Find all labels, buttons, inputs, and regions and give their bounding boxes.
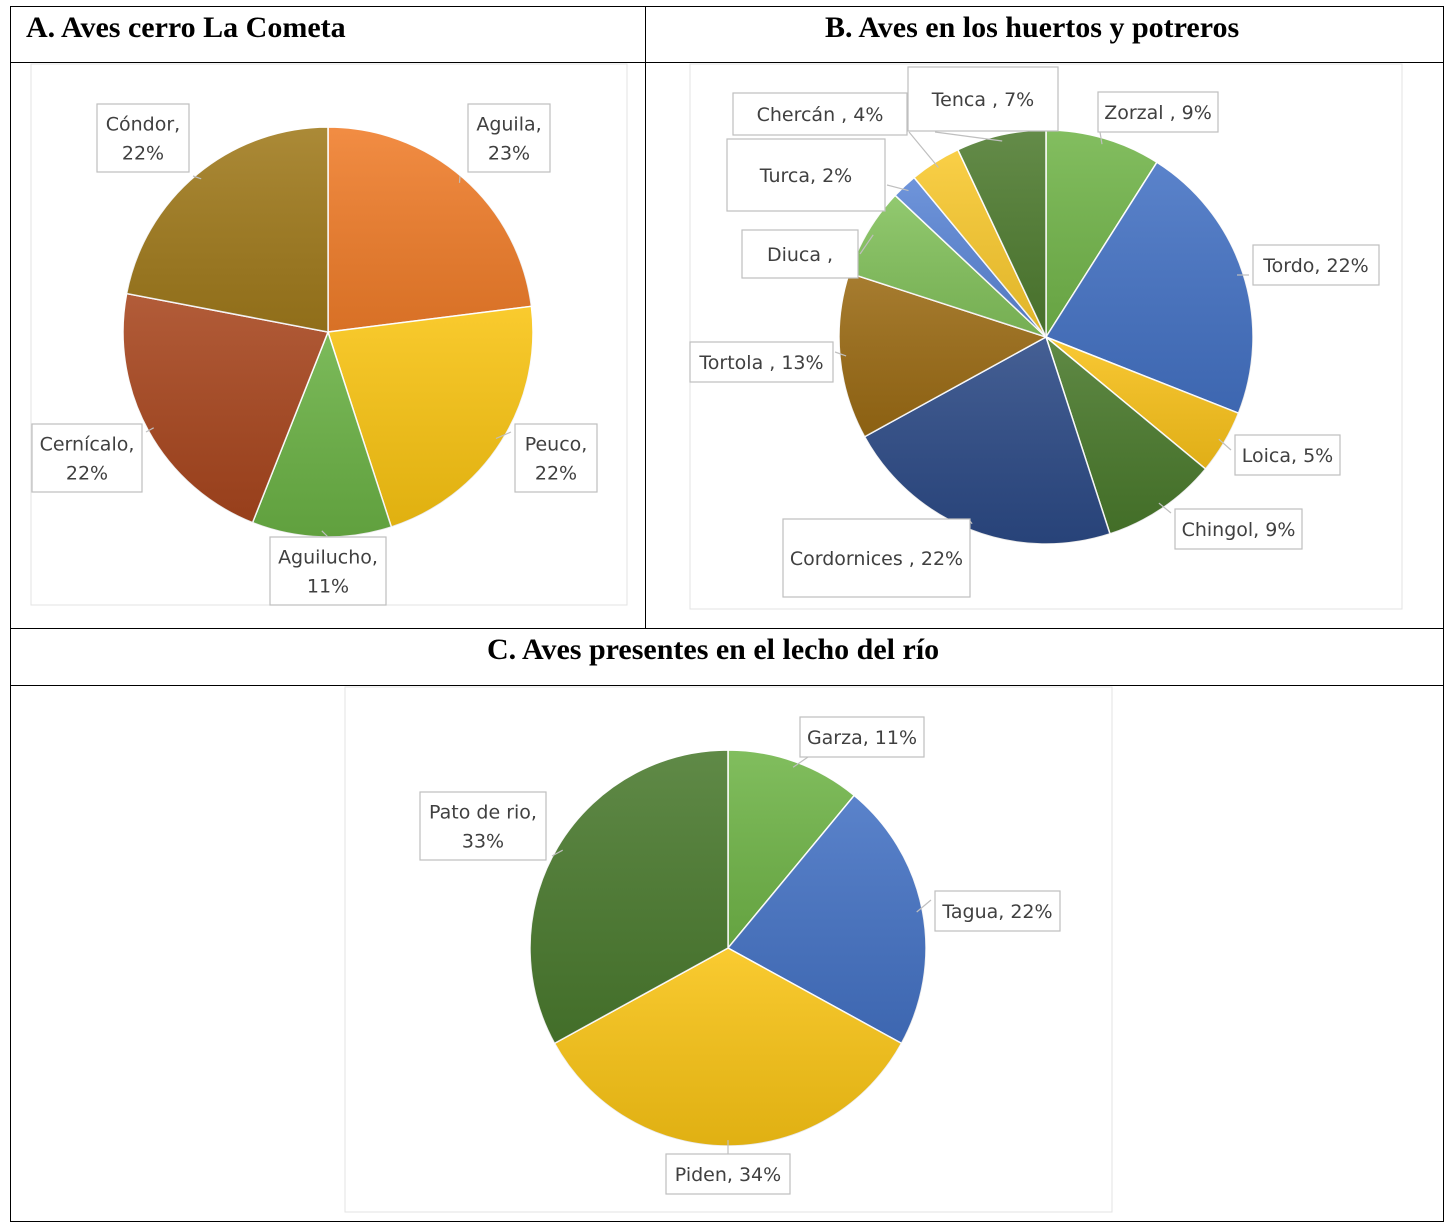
figure-table: A. Aves cerro La Cometa B. Aves en los h…	[10, 6, 1444, 1222]
leader-line-garza	[792, 756, 809, 768]
leader-line-peuco	[495, 431, 512, 440]
data-label-box-chercan	[732, 92, 908, 136]
data-label-box-tenca	[907, 66, 1059, 132]
leader-line-tagua	[916, 899, 932, 913]
leader-line-loica	[1218, 438, 1232, 451]
data-label-box-condor	[96, 103, 190, 173]
data-label-box-tagua	[934, 890, 1061, 932]
data-label-pato-de-rio: Pato de rio,	[429, 802, 537, 824]
data-label-piden: Piden, 34%	[675, 1164, 781, 1186]
data-label-box-tordo	[1252, 244, 1380, 286]
data-label-zorzal: Zorzal , 9%	[1104, 102, 1212, 124]
pie-slice-shade-tordo	[1046, 162, 1253, 414]
table-border-left	[10, 6, 11, 1222]
pie-slice-shade-cernicalo	[122, 293, 328, 523]
table-border-bottom	[10, 1221, 1444, 1222]
data-label-aguila: 23%	[488, 143, 530, 165]
data-label-cordornices: Cordornices , 22%	[790, 548, 963, 570]
data-label-condor: 22%	[122, 143, 164, 165]
data-label-box-diuca	[741, 229, 859, 279]
data-label-box-piden	[665, 1153, 791, 1195]
table-row-divider	[10, 62, 1444, 63]
panel-a-title: A. Aves cerro La Cometa	[26, 11, 346, 44]
data-label-aguila: Aguila,	[476, 114, 541, 136]
leader-line-condor	[192, 175, 202, 180]
data-label-aguilucho: 11%	[307, 576, 349, 598]
table-row-divider	[10, 685, 1444, 686]
data-label-box-peuco	[514, 423, 598, 493]
pie-slice-shade-peuco	[328, 306, 533, 527]
leader-line-chercan	[908, 131, 939, 168]
leader-line-cernicalo	[145, 427, 154, 433]
pie-slice-shade-loica	[1046, 337, 1239, 469]
data-label-box-cernicalo	[31, 423, 143, 493]
data-label-box-turca	[726, 138, 886, 212]
data-label-cernicalo: Cernícalo,	[40, 434, 135, 456]
pie-slice-shade-cordornices	[864, 337, 1110, 545]
data-label-box-pato-de-rio	[419, 791, 547, 861]
data-label-peuco: 22%	[535, 463, 577, 485]
data-label-box-cordornices	[782, 518, 971, 598]
pie-chart-b: Zorzal , 9% Tordo, 22% Loica, 5% Chingol, 9…	[689, 66, 1380, 598]
leader-line-zorzal	[1099, 131, 1103, 145]
pie-slice-shade-aguilucho	[252, 332, 392, 538]
data-label-box-aguilucho	[269, 536, 387, 606]
pie-slice-shade-zorzal	[1046, 129, 1157, 337]
data-label-aguilucho: Aguilucho,	[278, 547, 378, 569]
table-row-divider	[10, 628, 1444, 629]
pie-slice-shade-diuca	[849, 195, 1046, 337]
leader-line-tenca	[934, 131, 1003, 142]
table-border-right	[1443, 6, 1444, 1222]
data-label-condor: Cóndor,	[106, 114, 180, 136]
table-border-top	[10, 6, 1444, 7]
panel-b-title: B. Aves en los huertos y potreros	[825, 11, 1240, 44]
data-label-chingol: Chingol, 9%	[1182, 519, 1296, 541]
pie-slice-shade-aguila	[328, 127, 532, 332]
data-label-box-chingol	[1174, 508, 1303, 550]
data-label-garza: Garza, 11%	[807, 727, 917, 749]
pie-slice-shade-turca	[895, 177, 1046, 337]
data-label-tenca: Tenca , 7%	[931, 89, 1034, 111]
data-label-loica: Loica, 5%	[1242, 445, 1333, 467]
pie-chart-c: Garza, 11% Tagua, 22% Piden, 34% Pato de ri…	[419, 716, 1061, 1195]
pie-slice-shade-piden	[554, 948, 902, 1147]
pie-slice-shade-pato-de-rio	[529, 750, 728, 1044]
data-label-chercan: Chercán , 4%	[757, 104, 884, 126]
data-label-box-garza	[799, 716, 925, 758]
pie-slice-shade-chingol	[1046, 337, 1206, 534]
leader-line-turca	[886, 184, 909, 192]
data-label-cernicalo: 22%	[66, 463, 108, 485]
data-label-peuco: Peuco,	[525, 434, 588, 456]
pie-slice-shade-tortola	[838, 273, 1046, 437]
pie-slice-shade-tagua	[728, 795, 927, 1044]
data-label-tordo: Tordo, 22%	[1262, 255, 1368, 277]
data-label-box-loica	[1234, 434, 1341, 476]
data-label-pato-de-rio: 33%	[462, 831, 504, 853]
leader-line-diuca	[859, 234, 874, 255]
data-label-tortola: Tortola , 13%	[698, 352, 823, 374]
data-label-turca: Turca, 2%	[759, 165, 852, 187]
leader-line-tortola	[834, 351, 847, 357]
pie-slice-shade-tenca	[957, 130, 1046, 337]
data-label-diuca: Diuca ,	[767, 244, 833, 266]
leader-line-chingol	[1158, 502, 1172, 514]
pie-slice-shade-condor	[126, 127, 328, 332]
data-label-box-aguila	[467, 103, 551, 173]
pie-chart-a: Aguila, 23% Peuco, 22% Aguilucho, 11% Cernícal…	[31, 103, 598, 606]
pie-slice-shade-garza	[728, 750, 855, 948]
data-label-tagua: Tagua, 22%	[941, 901, 1052, 923]
leader-line-pato-de-rio	[551, 849, 563, 857]
panel-c-title: C. Aves presentes en el lecho del río	[487, 633, 940, 666]
table-column-divider	[645, 6, 646, 629]
leader-line-aguilucho	[321, 530, 329, 538]
data-label-box-tortola	[689, 341, 834, 383]
data-label-box-zorzal	[1097, 91, 1219, 133]
pie-slice-shade-chercan	[914, 149, 1046, 337]
leader-line-aguila	[458, 175, 461, 183]
